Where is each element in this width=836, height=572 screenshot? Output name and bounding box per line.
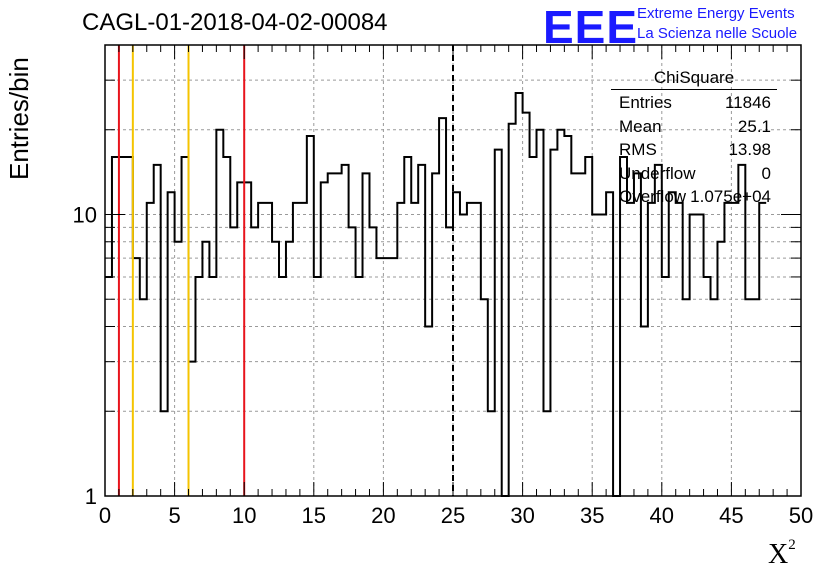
stats-value: 25.1 bbox=[737, 116, 771, 136]
logo-text-line2: La Scienza nelle Scuole bbox=[637, 25, 798, 42]
x-tick-label: 35 bbox=[580, 503, 604, 528]
logo-text-line1: Extreme Energy Events bbox=[637, 5, 795, 22]
stats-label: Overflow bbox=[619, 187, 687, 206]
x-tick-label: 20 bbox=[371, 503, 395, 528]
stats-label: Mean bbox=[619, 116, 662, 136]
stats-row-overflow: Overflow 1.075e+04 bbox=[611, 185, 777, 209]
stats-label: RMS bbox=[619, 140, 657, 159]
chart-title: CAGL-01-2018-04-02-00084 bbox=[82, 9, 388, 36]
x-tick-label: 10 bbox=[232, 503, 256, 528]
x-tick-label: 25 bbox=[441, 503, 465, 528]
stats-label: Entries bbox=[619, 93, 672, 112]
eee-logo: EEE bbox=[543, 1, 639, 53]
stats-box: ChiSquare Entries 11846 Mean 25.1 RMS 13.98… bbox=[611, 68, 777, 209]
stats-value: 11846 bbox=[724, 93, 771, 112]
x-tick-label: 40 bbox=[650, 503, 674, 528]
stats-value: 1.075e+04 bbox=[690, 187, 771, 206]
stats-title: ChiSquare bbox=[611, 68, 777, 90]
x-tick-label: 30 bbox=[510, 503, 534, 528]
x-axis-label-text: X bbox=[768, 539, 789, 570]
stats-value: 13.98 bbox=[728, 140, 771, 159]
y-axis-label: Entries/bin bbox=[4, 57, 34, 180]
y-tick-label: 1 bbox=[85, 484, 97, 509]
stats-label: Underflow bbox=[619, 163, 696, 183]
stats-row-entries: Entries 11846 bbox=[611, 91, 777, 115]
stats-row-underflow: Underflow 0 bbox=[611, 162, 777, 186]
x-tick-label: 45 bbox=[719, 503, 743, 528]
x-tick-label: 5 bbox=[168, 503, 180, 528]
x-axis-label-superscript: 2 bbox=[788, 536, 796, 553]
y-tick-label: 10 bbox=[73, 202, 97, 227]
stats-row-rms: RMS 13.98 bbox=[611, 138, 777, 162]
x-axis-label: X2 bbox=[768, 536, 796, 571]
histogram-series bbox=[105, 92, 767, 497]
stats-value: 0 bbox=[761, 163, 771, 183]
x-tick-label: 0 bbox=[99, 503, 111, 528]
x-tick-label: 15 bbox=[302, 503, 326, 528]
stats-row-mean: Mean 25.1 bbox=[611, 115, 777, 139]
x-tick-label: 50 bbox=[789, 503, 813, 528]
